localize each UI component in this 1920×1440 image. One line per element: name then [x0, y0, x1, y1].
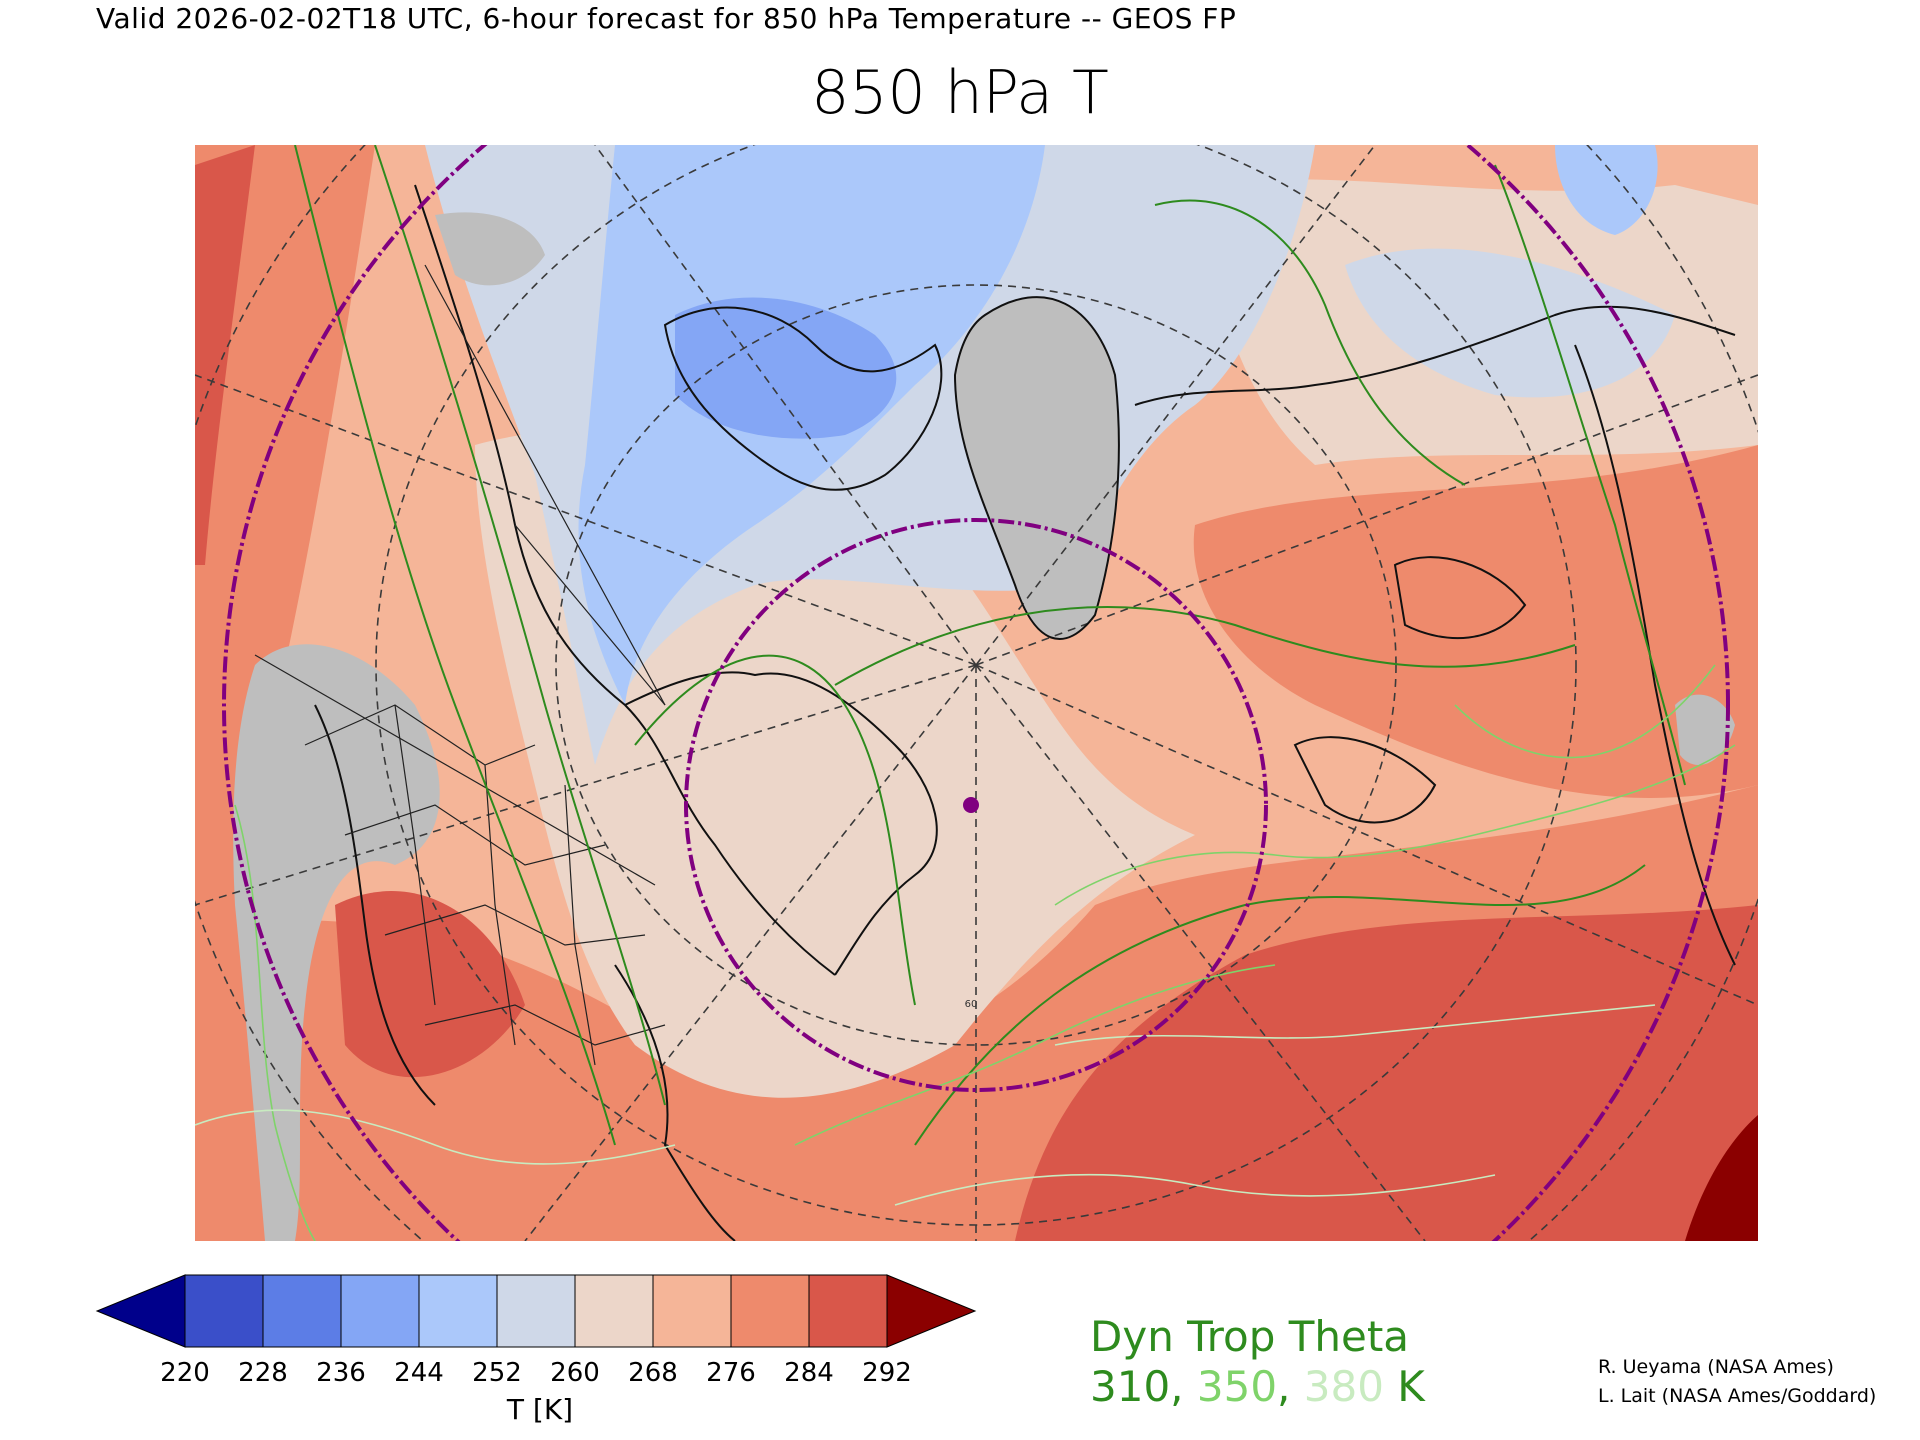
map-subtitle: Valid 2026-02-02T18 UTC, 6-hour forecast…: [96, 2, 1237, 35]
theta-380-contours: [195, 1004, 1656, 1206]
theta-310-contours: [294, 145, 1686, 1146]
temperature-field-244: [675, 297, 897, 439]
colorbar-tick-label: 284: [784, 1358, 834, 1388]
theta-level-separator: ,: [1277, 1362, 1304, 1411]
credit-line-1: R. Ueyama (NASA Ames): [1598, 1356, 1834, 1378]
colorbar-swatch: [496, 1274, 576, 1348]
temperature-field-252-ne: [1555, 145, 1658, 235]
colorbar-arrow-low: [95, 1274, 186, 1348]
colorbar-tick-label: 252: [472, 1358, 522, 1388]
colorbar-tick-label: 220: [160, 1358, 210, 1388]
colorbar-tick-label: 244: [394, 1358, 444, 1388]
colorbar-tick-label: 260: [550, 1358, 600, 1388]
temperature-field-292-us: [335, 891, 525, 1078]
colorbar-swatch: [418, 1274, 498, 1348]
colorbar-tick-label: 228: [238, 1358, 288, 1388]
colorbar-tick-label: 268: [628, 1358, 678, 1388]
map-title: 850 hPa T: [811, 58, 1109, 128]
coastlines: [314, 184, 1736, 1241]
colorbar-tick-label: 236: [316, 1358, 366, 1388]
temperature-map: 60: [195, 145, 1758, 1241]
greenland-mask: [955, 297, 1119, 639]
inner-reference-circle: [684, 518, 1268, 1092]
asia-mask: [1675, 694, 1735, 765]
colorbar-label: T [K]: [506, 1393, 574, 1426]
credit-line-2: L. Lait (NASA Ames/Goddard): [1598, 1385, 1877, 1407]
colorbar-arrow-high: [886, 1274, 977, 1348]
colorbar-swatch: [574, 1274, 654, 1348]
colorbar-swatch: [652, 1274, 732, 1348]
rockies-mask: [233, 644, 440, 1241]
temperature-field-max: [1685, 1115, 1758, 1241]
theta-level-separator: ,: [1170, 1362, 1197, 1411]
reference-circles: [222, 145, 1730, 1241]
colorbar-swatch: [340, 1274, 420, 1348]
colorbar-swatch: [808, 1274, 888, 1348]
center-marker: [963, 797, 979, 813]
theta-350-contours: [234, 664, 1736, 1241]
theta-legend-title: Dyn Trop Theta: [1090, 1312, 1410, 1361]
temperature-field-292-west: [195, 145, 255, 565]
colorbar-swatch: [262, 1274, 342, 1348]
theta-unit: K: [1397, 1362, 1425, 1411]
theta-legend-levels: 310, 350, 380 K: [1090, 1362, 1425, 1411]
colorbar: 220 228 236 244 252 260 268 276 284 292: [95, 1274, 977, 1388]
colorbar-tick-label: 276: [706, 1358, 756, 1388]
theta-level-unit: K: [1384, 1362, 1425, 1411]
colorbar-swatch: [184, 1274, 264, 1348]
alaska-mask: [435, 212, 545, 286]
theta-level-350: 350: [1196, 1362, 1278, 1411]
colorbar-tick-label: 292: [862, 1358, 912, 1388]
outer-reference-circle: [222, 145, 1730, 1241]
theta-level-310: 310: [1090, 1362, 1171, 1411]
theta-level-380: 380: [1303, 1362, 1384, 1411]
colorbar-swatch: [730, 1274, 810, 1348]
latitude-label-60: 60: [965, 999, 978, 1010]
